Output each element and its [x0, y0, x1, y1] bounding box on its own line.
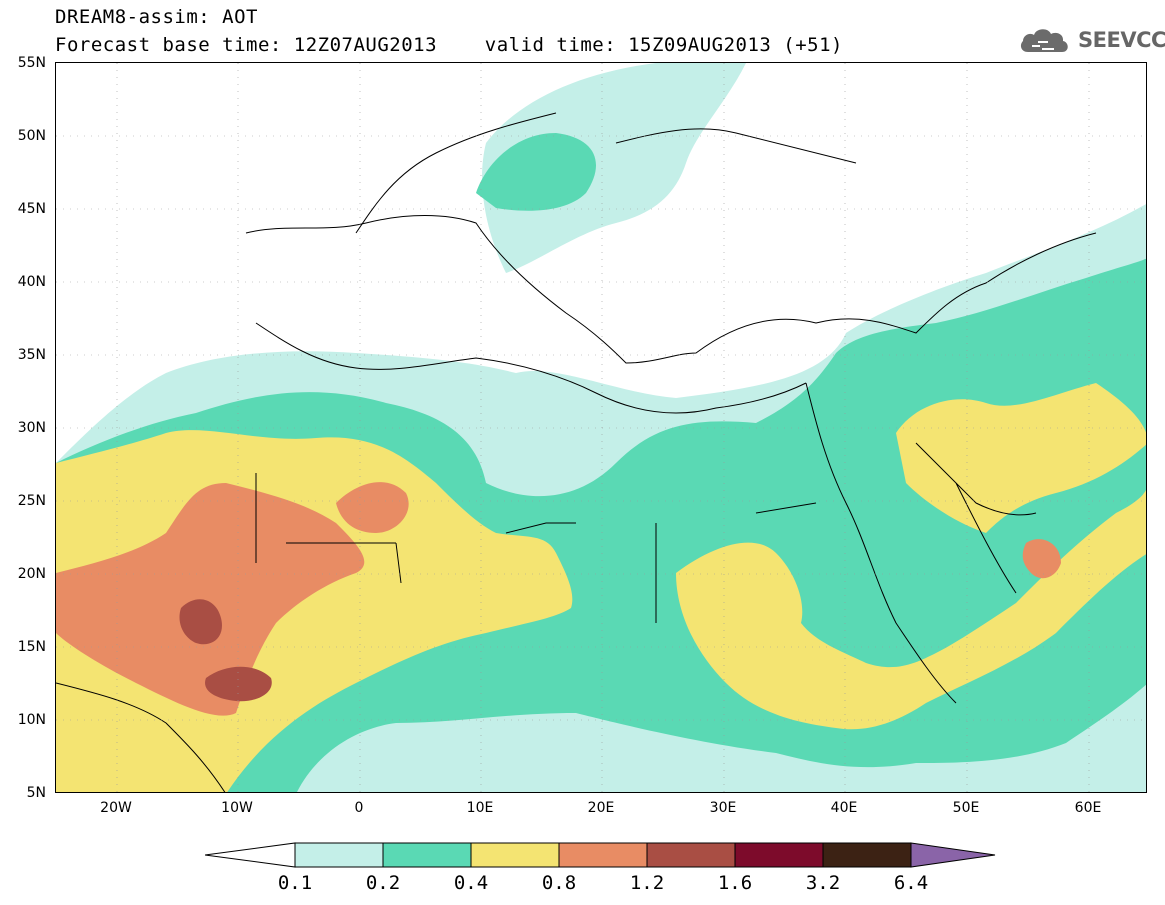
colorbar-label-0.1: 0.1	[277, 872, 313, 894]
colorbar-high-triangle	[910, 842, 996, 868]
logo-text: SEEVCCC	[1078, 28, 1165, 52]
map-title: DREAM8-assim: AOT	[55, 6, 258, 28]
aot-map	[55, 62, 1147, 793]
forecast-time-subtitle: Forecast base time: 12Z07AUG2013 valid t…	[55, 34, 843, 56]
colorbar-low-triangle	[205, 842, 296, 868]
lat-label-35n: 35N	[17, 347, 46, 363]
colorbar-segment-1.6	[734, 842, 824, 868]
colorbar-label-0.8: 0.8	[541, 872, 577, 894]
aot-contour-1.2	[179, 599, 272, 702]
colorbar-segment-0.4	[470, 842, 560, 868]
lat-label-20n: 20N	[17, 566, 46, 582]
lon-label-40e: 40E	[830, 800, 858, 816]
colorbar-segment-0.1	[294, 842, 384, 868]
lat-label-55n: 55N	[17, 55, 46, 71]
colorbar-label-6.4: 6.4	[893, 872, 929, 894]
lon-label-10w: 10W	[221, 800, 253, 816]
lat-label-45n: 45N	[17, 201, 46, 217]
lat-label-50n: 50N	[17, 128, 46, 144]
lon-label-30e: 30E	[709, 800, 737, 816]
colorbar-label-3.2: 3.2	[805, 872, 841, 894]
colorbar-segment-0.2	[382, 842, 472, 868]
colorbar-segment-0.8	[558, 842, 648, 868]
lat-label-10n: 10N	[17, 712, 46, 728]
lon-label-60e: 60E	[1074, 800, 1102, 816]
lat-label-15n: 15N	[17, 639, 46, 655]
lat-label-5n: 5N	[26, 785, 46, 801]
lat-label-30n: 30N	[17, 420, 46, 436]
colorbar-label-0.4: 0.4	[453, 872, 489, 894]
colorbar-label-1.6: 1.6	[717, 872, 753, 894]
aot-contour-0.8	[56, 482, 1061, 716]
lat-label-25n: 25N	[17, 493, 46, 509]
lat-label-40n: 40N	[17, 274, 46, 290]
lon-label-20w: 20W	[100, 800, 132, 816]
colorbar	[205, 842, 996, 868]
colorbar-segment-3.2	[822, 842, 912, 868]
colorbar-label-1.2: 1.2	[629, 872, 665, 894]
lon-label-50e: 50E	[952, 800, 980, 816]
cloud-icon	[1020, 29, 1068, 52]
colorbar-label-0.2: 0.2	[365, 872, 401, 894]
seevccc-logo: SEEVCCC	[1018, 24, 1165, 56]
map-canvas	[56, 63, 1146, 792]
graticule	[56, 63, 1146, 792]
lon-label-10e: 10E	[466, 800, 494, 816]
aot-contour-0.4	[56, 383, 1146, 792]
colorbar-segment-1.2	[646, 842, 736, 868]
lon-label-20e: 20E	[587, 800, 615, 816]
lon-label-0: 0	[354, 800, 364, 816]
coastlines	[56, 112, 1097, 792]
